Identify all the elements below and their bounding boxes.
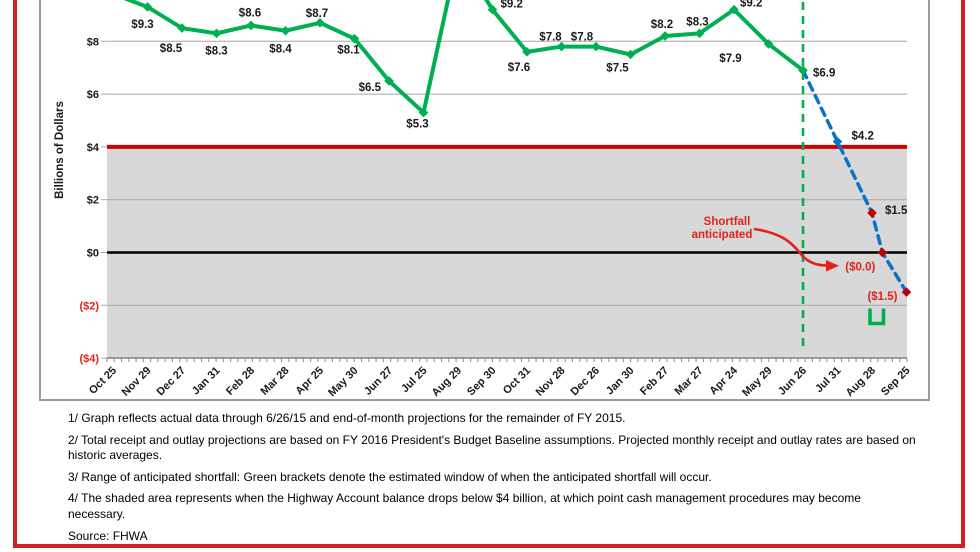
data-label: $7.8 bbox=[571, 32, 594, 44]
data-point-marker bbox=[246, 20, 256, 31]
x-tick-label: Dec 27 bbox=[155, 365, 189, 399]
data-point-marker bbox=[522, 47, 532, 57]
data-point-marker bbox=[177, 23, 187, 33]
x-tick-label: Aug 29 bbox=[430, 365, 464, 399]
x-tick-label: Feb 28 bbox=[224, 365, 257, 398]
data-point-marker bbox=[798, 65, 808, 76]
data-label: ($0.0) bbox=[845, 262, 875, 274]
data-point-marker bbox=[729, 4, 739, 15]
shortfall-annotation-line2: anticipated bbox=[692, 229, 753, 241]
y-tick-label: $6 bbox=[87, 89, 99, 101]
data-point-marker bbox=[556, 41, 567, 52]
x-tick-label: Jul 25 bbox=[399, 365, 430, 396]
data-label: $9.3 bbox=[131, 19, 153, 31]
data-point-marker bbox=[349, 33, 360, 44]
data-label: $7.8 bbox=[539, 32, 562, 44]
y-tick-label: $2 bbox=[87, 195, 99, 207]
shortfall-annotation-line1: Shortfall bbox=[704, 216, 751, 228]
data-point-marker bbox=[832, 136, 843, 147]
data-point-marker bbox=[901, 287, 912, 297]
x-tick-label: Jun 26 bbox=[776, 365, 809, 398]
data-point-marker bbox=[763, 39, 774, 49]
x-tick-label: Dec 26 bbox=[569, 365, 603, 399]
data-label: $7.9 bbox=[719, 53, 741, 65]
shortfall-window-bracket bbox=[868, 308, 886, 326]
x-tick-label: Aug 28 bbox=[844, 365, 878, 399]
data-label: $7.5 bbox=[606, 63, 629, 75]
data-label: $8.4 bbox=[269, 44, 292, 56]
footnote-3: 3/ Range of anticipated shortfall: Green… bbox=[68, 469, 712, 484]
data-point-marker bbox=[694, 28, 705, 39]
x-tick-label: Nov 29 bbox=[120, 365, 154, 399]
actual-series-line bbox=[123, 0, 805, 115]
data-point-marker bbox=[211, 28, 222, 39]
data-point-marker bbox=[625, 49, 636, 60]
x-tick-label: Apr 24 bbox=[707, 364, 740, 397]
shortfall-arrowhead bbox=[826, 260, 839, 272]
data-point-marker bbox=[660, 31, 670, 41]
data-label: $1.5 bbox=[885, 205, 908, 217]
data-point-marker bbox=[867, 208, 877, 218]
y-tick-label: ($2) bbox=[79, 300, 99, 312]
x-tick-label: Feb 27 bbox=[638, 365, 671, 398]
data-point-marker bbox=[384, 76, 394, 86]
source-note: Source: FHWA bbox=[68, 528, 148, 543]
data-label: $7.6 bbox=[508, 62, 530, 74]
x-tick-label: Nov 28 bbox=[534, 365, 568, 399]
data-point-marker bbox=[487, 4, 498, 15]
data-label: $8.6 bbox=[239, 7, 261, 19]
x-tick-label: Jan 31 bbox=[190, 365, 223, 398]
x-tick-label: Jan 30 bbox=[604, 365, 637, 398]
y-axis-title: Billions of Dollars bbox=[54, 101, 66, 199]
data-label: $9.2 bbox=[501, 0, 523, 11]
data-label: $8.3 bbox=[686, 16, 708, 28]
x-tick-label: Sep 30 bbox=[465, 365, 499, 399]
data-label: ($1.5) bbox=[867, 291, 897, 303]
y-tick-label: $4 bbox=[87, 142, 100, 154]
x-tick-label: Oct 31 bbox=[501, 365, 533, 397]
data-point-marker bbox=[877, 247, 888, 258]
x-tick-label: May 30 bbox=[326, 365, 360, 399]
data-label: $8.1 bbox=[337, 45, 360, 57]
data-label: $6.5 bbox=[359, 82, 382, 94]
x-tick-label: Apr 25 bbox=[293, 365, 326, 398]
y-tick-label: $8 bbox=[87, 36, 99, 48]
data-label: $8.3 bbox=[205, 45, 227, 57]
footnote-1: 1/ Graph reflects actual data through 6/… bbox=[68, 411, 626, 425]
data-label: $5.3 bbox=[406, 119, 428, 131]
y-tick-label: $0 bbox=[87, 248, 99, 260]
data-label: $6.9 bbox=[813, 67, 835, 79]
data-point-marker bbox=[280, 25, 291, 36]
data-label: $8.2 bbox=[651, 19, 673, 31]
y-tick-label: ($4) bbox=[79, 353, 99, 365]
data-point-marker bbox=[142, 2, 153, 12]
x-tick-label: Jun 27 bbox=[362, 365, 395, 398]
x-tick-label: Sep 25 bbox=[879, 365, 913, 399]
data-point-marker bbox=[315, 18, 325, 28]
data-point-marker bbox=[418, 107, 429, 118]
footnote-4: 4/ The shaded area represents when the H… bbox=[68, 491, 861, 521]
data-label: $4.2 bbox=[852, 131, 874, 143]
data-label: $9.2 bbox=[740, 0, 762, 10]
footnote-2: 2/ Total receipt and outlay projections … bbox=[68, 432, 916, 463]
x-tick-label: Mar 28 bbox=[258, 365, 291, 398]
data-point-marker bbox=[591, 41, 601, 52]
x-tick-label: May 29 bbox=[740, 365, 774, 399]
footnotes: 1/ Graph reflects actual data through 6/… bbox=[68, 411, 918, 550]
shortfall-arrow bbox=[753, 227, 828, 267]
data-label: $8.5 bbox=[160, 43, 183, 55]
data-label: $8.7 bbox=[306, 8, 328, 20]
x-tick-label: Jul 31 bbox=[813, 365, 844, 396]
x-tick-label: Mar 27 bbox=[672, 365, 705, 398]
x-tick-label: Oct 25 bbox=[87, 365, 119, 397]
